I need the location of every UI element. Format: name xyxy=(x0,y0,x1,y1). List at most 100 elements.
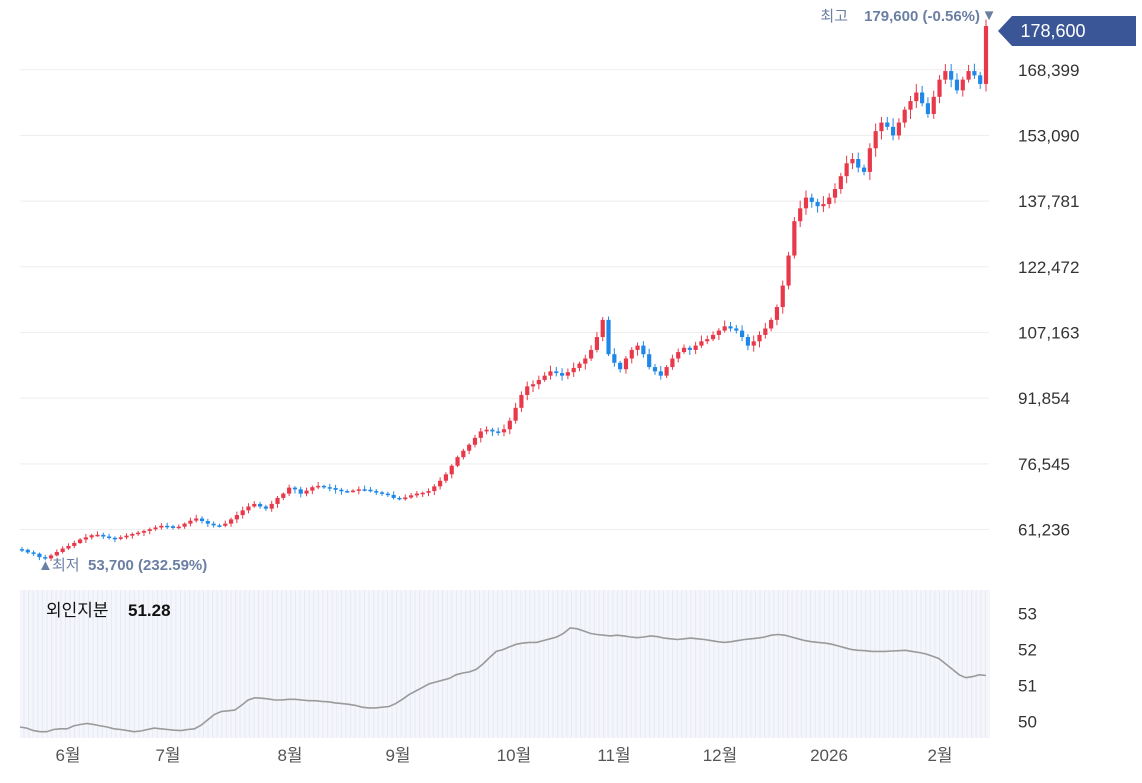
candle-body xyxy=(577,363,582,368)
candle-body xyxy=(647,354,652,368)
candle-body xyxy=(914,92,919,102)
candle-body xyxy=(745,337,750,346)
candle-body xyxy=(519,394,524,408)
candle-body xyxy=(821,204,826,207)
date-tick-label: 6월 xyxy=(55,746,80,765)
candle-body xyxy=(658,371,663,376)
candle-body xyxy=(809,197,814,202)
candle-body xyxy=(589,349,594,359)
candle-body xyxy=(681,347,687,353)
high-value: 179,600 (-0.56%) xyxy=(864,8,980,25)
candle-body xyxy=(258,503,263,507)
candle-body xyxy=(728,326,733,329)
price-tick-label: 61,236 xyxy=(1018,521,1070,540)
candle-body xyxy=(43,557,48,559)
candle-body xyxy=(600,319,605,338)
date-tick-label: 7월 xyxy=(155,746,180,765)
candle-body xyxy=(873,131,878,149)
date-tick-label: 8월 xyxy=(277,746,302,765)
date-tick-label: 10월 xyxy=(497,746,532,765)
candle-body xyxy=(850,159,855,164)
candle-body xyxy=(327,487,332,489)
candle-body xyxy=(263,506,268,509)
candle-body xyxy=(194,518,199,521)
candle-body xyxy=(780,285,785,308)
candle-body xyxy=(368,489,373,492)
price-tick-label: 153,090 xyxy=(1018,126,1079,145)
candle-body xyxy=(908,101,913,110)
candle-body xyxy=(205,521,210,524)
candle-body xyxy=(832,189,838,198)
date-tick-label: 2026 xyxy=(810,746,848,765)
candle-body xyxy=(769,319,774,329)
candle-body xyxy=(19,549,25,551)
candle-body xyxy=(751,341,756,346)
candle-body xyxy=(490,429,495,432)
candle-body xyxy=(188,520,193,524)
candle-body xyxy=(287,487,292,494)
candle-body xyxy=(240,510,245,516)
candle-body xyxy=(426,491,431,493)
candle-body xyxy=(501,429,507,433)
candle-body xyxy=(211,523,216,526)
date-tick-label: 11월 xyxy=(597,746,630,765)
candle-body xyxy=(949,71,954,80)
candle-body xyxy=(565,372,570,376)
candle-body xyxy=(507,420,512,430)
candle-body xyxy=(478,431,483,438)
candle-body xyxy=(141,530,147,533)
candle-body xyxy=(136,532,141,535)
candle-body xyxy=(130,533,135,536)
candle-body xyxy=(362,489,367,491)
price-axis: 168,399 153,090 137,781 122,472 107,163 91,85… xyxy=(1018,61,1079,540)
candle-body xyxy=(467,444,472,451)
candle-body xyxy=(676,352,681,359)
candle-body xyxy=(66,545,71,549)
candlestick-series xyxy=(19,19,989,562)
price-tick-label: 122,472 xyxy=(1018,258,1079,277)
candle-body xyxy=(786,255,791,286)
candle-body xyxy=(763,328,768,335)
candle-body xyxy=(246,506,251,511)
candle-body xyxy=(316,485,321,488)
candle-body xyxy=(803,197,809,209)
candle-body xyxy=(165,525,170,528)
price-tick-label: 107,163 xyxy=(1018,323,1079,342)
candle-body xyxy=(571,367,576,373)
candle-body xyxy=(182,523,187,527)
candle-body xyxy=(443,474,449,481)
sub-chart-stripes xyxy=(23,590,986,738)
candle-body xyxy=(281,493,286,498)
ownership-axis: 53 52 51 50 xyxy=(1018,605,1037,732)
candle-body xyxy=(107,536,112,539)
candle-body xyxy=(118,537,123,539)
candle-body xyxy=(885,122,890,127)
candle-body xyxy=(710,334,716,340)
candle-body xyxy=(124,535,129,538)
candle-body xyxy=(542,375,547,380)
candle-body xyxy=(890,126,896,136)
candle-body xyxy=(461,450,466,458)
candle-body xyxy=(559,373,565,376)
candle-body xyxy=(798,208,803,222)
candle-body xyxy=(931,96,936,114)
price-tick-label: 168,399 xyxy=(1018,61,1079,80)
candle-body xyxy=(217,525,222,527)
current-price-tag: 178,600 xyxy=(998,16,1136,46)
candle-body xyxy=(234,515,239,520)
candle-body xyxy=(292,487,298,490)
candle-body xyxy=(153,527,158,530)
candle-body xyxy=(48,555,54,559)
candle-body xyxy=(879,122,884,132)
low-annotation: ▲ 최저 53,700 (232.59%) xyxy=(38,557,207,574)
candle-body xyxy=(420,492,425,495)
candle-body xyxy=(902,109,907,123)
candle-body xyxy=(403,497,408,500)
candle-body xyxy=(972,71,977,76)
sub-chart-background xyxy=(20,590,990,738)
candle-body xyxy=(170,526,176,528)
candle-body xyxy=(693,345,698,350)
candle-body xyxy=(664,367,669,376)
